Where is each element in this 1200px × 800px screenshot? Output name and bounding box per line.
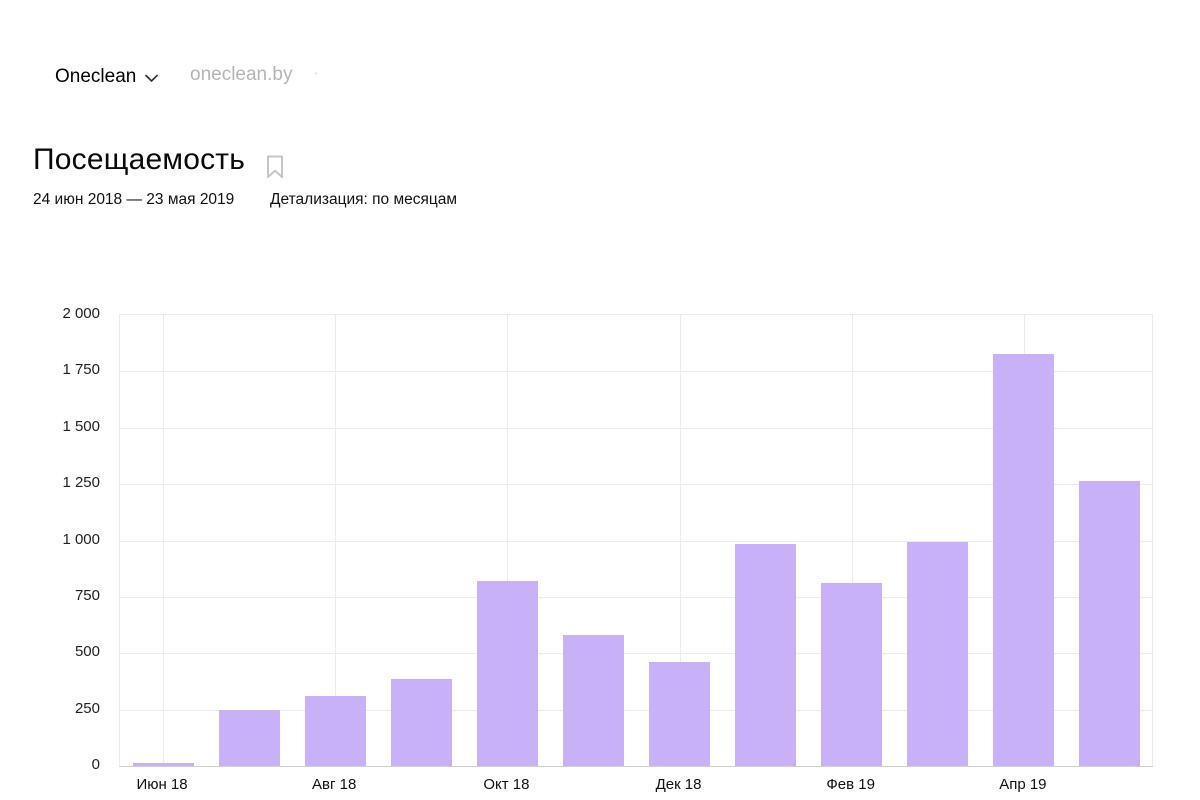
y-tick-label: 1 250 — [62, 474, 100, 492]
chart-bar-июл-18[interactable] — [218, 709, 280, 766]
x-gridline — [679, 315, 681, 766]
chart-bar-сен-18[interactable] — [390, 679, 452, 766]
y-gridline — [120, 709, 1153, 711]
date-range-selector[interactable]: 24 июн 2018 — 23 мая 2019 — [33, 191, 235, 208]
y-tick-label: 0 — [91, 756, 100, 773]
y-tick-label: 2 000 — [62, 305, 100, 322]
chart-bar-апр-19[interactable] — [993, 354, 1055, 766]
x-tick-label: Дек 18 — [655, 776, 702, 793]
y-tick-label: 500 — [74, 643, 100, 661]
y-gridline — [120, 427, 1153, 429]
y-tick-label: 750 — [74, 586, 100, 604]
y-tick-label: 1 500 — [62, 417, 100, 435]
x-gridline — [335, 315, 337, 766]
x-gridline — [851, 315, 853, 766]
chart-bar-авг-18[interactable] — [304, 696, 366, 766]
x-tick-label: Апр 19 — [999, 776, 1047, 793]
chart-bar-дек-18[interactable] — [649, 662, 711, 766]
chart-bar-ноя-18[interactable] — [562, 635, 624, 766]
chart-bar-фев-19[interactable] — [821, 583, 883, 766]
y-tick-label: 1 750 — [62, 361, 100, 379]
y-gridline — [120, 371, 1153, 373]
y-gridline — [120, 484, 1153, 486]
plot-right-border — [1152, 315, 1153, 766]
y-tick-label: 1 000 — [62, 530, 100, 548]
x-tick-label: Фев 19 — [826, 776, 875, 793]
bookmark-icon[interactable] — [266, 155, 284, 184]
traffic-bar-chart — [119, 314, 1153, 767]
y-tick-label: 250 — [74, 699, 100, 717]
x-tick-label: Июн 18 — [136, 776, 188, 793]
chart-bar-окт-18[interactable] — [476, 581, 538, 766]
x-gridline — [507, 315, 509, 766]
x-tick-label: Авг 18 — [312, 776, 357, 793]
detalization-control[interactable]: Детализация: по месяцам — [270, 191, 458, 208]
separator-dot: · — [313, 63, 320, 84]
y-gridline — [120, 596, 1153, 598]
chart-bar-мар-19[interactable] — [907, 541, 969, 766]
chart-bar-июн-18[interactable] — [132, 762, 194, 766]
chevron-down-icon — [145, 67, 159, 89]
chart-bar-янв-19[interactable] — [735, 543, 797, 766]
x-gridline — [163, 315, 165, 766]
counter-selector[interactable]: Oneclean — [55, 64, 159, 89]
page-title: Посещаемость — [33, 143, 246, 176]
site-link[interactable]: oneclean.by — [190, 64, 293, 85]
chart-bar-май-19[interactable] — [1079, 480, 1141, 766]
counter-name: Oneclean — [55, 65, 137, 87]
y-gridline — [120, 653, 1153, 655]
y-gridline — [120, 540, 1153, 542]
x-tick-label: Окт 18 — [483, 776, 530, 793]
